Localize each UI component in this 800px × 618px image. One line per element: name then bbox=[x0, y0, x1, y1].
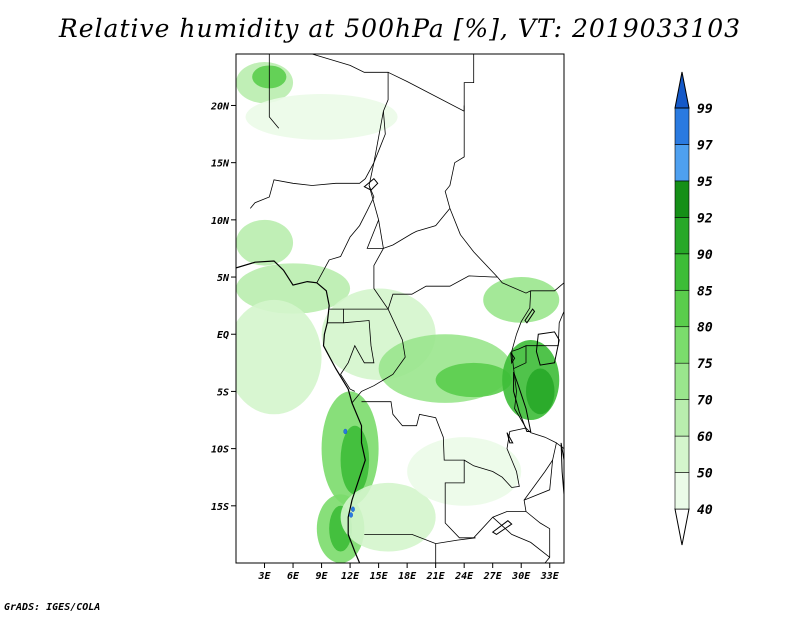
lat-tick-label: 5N bbox=[217, 273, 230, 284]
colorbar-label: 75 bbox=[697, 357, 713, 372]
humidity-patch-sahara-band bbox=[245, 94, 398, 140]
colorbar-segment bbox=[674, 144, 690, 182]
border-line bbox=[373, 219, 498, 310]
border-line bbox=[511, 290, 532, 352]
colorbar-label: 50 bbox=[697, 467, 713, 482]
border-line bbox=[556, 442, 564, 449]
lat-tick-label: 10S bbox=[211, 445, 229, 456]
border-line bbox=[327, 308, 344, 324]
lake-kivu bbox=[510, 352, 516, 365]
longitude-axis: 3E 6E 9E 12E 15E 18E 21E 24E 27E 30E 33E bbox=[257, 563, 560, 582]
colorbar-label: 90 bbox=[697, 248, 713, 263]
colorbar-label: 80 bbox=[697, 321, 713, 336]
colorbar-label: 60 bbox=[697, 430, 713, 445]
lake-malawi bbox=[560, 442, 564, 495]
humidity-patch-congo-basin-core bbox=[435, 362, 512, 398]
lake-mweru bbox=[506, 432, 514, 444]
lake-tanganyika bbox=[513, 371, 532, 432]
border-line bbox=[351, 308, 406, 404]
colorbar-segment bbox=[674, 326, 690, 364]
lon-tick-label: 21E bbox=[426, 571, 446, 582]
lat-tick-label: 15S bbox=[211, 502, 229, 513]
lon-tick-label: 27E bbox=[483, 571, 503, 582]
lat-tick-label: EQ bbox=[217, 330, 229, 341]
border-line bbox=[513, 345, 527, 369]
colorbar-label: 95 bbox=[697, 175, 713, 190]
lon-tick-label: 12E bbox=[341, 571, 360, 582]
border-line bbox=[525, 511, 551, 563]
humidity-field bbox=[236, 62, 560, 563]
humidity-patch-great-lakes-core bbox=[525, 368, 555, 415]
border-line bbox=[463, 427, 527, 488]
border-line bbox=[387, 71, 564, 294]
map-frame bbox=[235, 53, 565, 564]
lon-tick-label: 24E bbox=[454, 571, 474, 582]
colorbar-segment bbox=[674, 435, 690, 473]
humidity-patch-gulf-band bbox=[236, 263, 351, 314]
colorbar-label: 92 bbox=[697, 211, 713, 226]
colorbar-segment bbox=[674, 472, 690, 510]
lat-tick-label: 5S bbox=[217, 387, 229, 398]
grads-credit: GrADS: IGES/COLA bbox=[4, 602, 101, 613]
border-line bbox=[361, 401, 474, 539]
lake-chad bbox=[363, 177, 379, 191]
small-lake bbox=[351, 506, 355, 512]
colorbar: 40 50 60 70 75 80 85 90 92 95 97 99 bbox=[674, 71, 713, 546]
colorbar-label: 70 bbox=[697, 394, 713, 409]
map-title: Relative humidity at 500hPa [%], VT: 201… bbox=[58, 14, 742, 43]
colorbar-segment bbox=[674, 399, 690, 437]
lon-tick-label: 9E bbox=[316, 571, 329, 582]
border-line bbox=[492, 516, 550, 558]
lon-tick-label: 18E bbox=[398, 571, 417, 582]
humidity-patch-east-africa bbox=[483, 277, 560, 323]
lake-victoria bbox=[535, 331, 560, 366]
colorbar-top-arrow bbox=[674, 71, 690, 109]
lon-tick-label: 3E bbox=[257, 571, 271, 582]
coastline bbox=[236, 177, 564, 563]
humidity-patch-west-africa-coast bbox=[236, 219, 294, 266]
colorbar-segment bbox=[674, 362, 690, 400]
colorbar-label: 99 bbox=[697, 102, 713, 117]
border-line bbox=[340, 320, 375, 392]
lat-tick-label: 15N bbox=[211, 159, 230, 170]
coastline-path bbox=[236, 260, 366, 563]
lon-tick-label: 30E bbox=[511, 571, 531, 582]
border-line bbox=[523, 459, 553, 501]
lon-tick-label: 15E bbox=[370, 571, 389, 582]
colorbar-label: 85 bbox=[697, 284, 713, 299]
small-lake bbox=[343, 428, 348, 435]
humidity-patch-gulf-band-2 bbox=[236, 299, 322, 415]
lat-tick-label: 10N bbox=[211, 216, 230, 227]
colorbar-segment bbox=[674, 289, 690, 328]
political-borders bbox=[249, 54, 564, 563]
border-line bbox=[316, 185, 375, 283]
colorbar-segment bbox=[674, 180, 690, 218]
colorbar-segment bbox=[674, 217, 690, 255]
lake-kariba bbox=[491, 520, 513, 535]
small-lake bbox=[349, 512, 353, 518]
lon-tick-label: 6E bbox=[287, 571, 300, 582]
colorbar-label: 40 bbox=[697, 503, 713, 518]
lon-tick-label: 33E bbox=[540, 571, 560, 582]
border-line bbox=[249, 54, 389, 209]
latitude-axis: 20N 15N 10N 5N EQ 5S 10S 15S bbox=[210, 101, 236, 513]
lat-tick-label: 20N bbox=[210, 101, 230, 112]
lake-albert bbox=[524, 308, 536, 324]
colorbar-segment bbox=[674, 253, 690, 291]
border-line bbox=[268, 54, 280, 129]
border-line bbox=[463, 54, 475, 112]
colorbar-segment bbox=[674, 107, 690, 145]
colorbar-bottom-arrow bbox=[674, 508, 690, 546]
colorbar-label: 97 bbox=[697, 138, 713, 153]
